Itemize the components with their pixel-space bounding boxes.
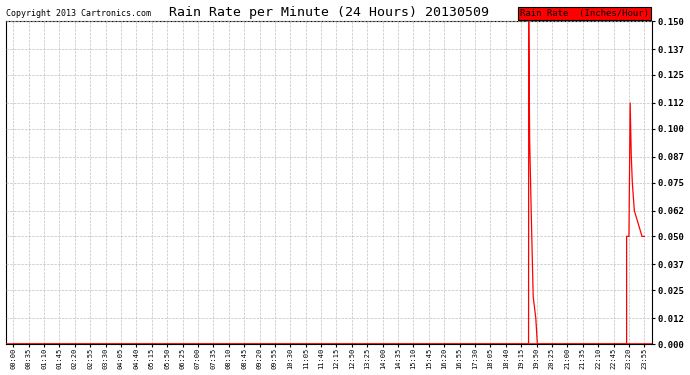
Title: Rain Rate per Minute (24 Hours) 20130509: Rain Rate per Minute (24 Hours) 20130509 (169, 6, 489, 18)
Text: Copyright 2013 Cartronics.com: Copyright 2013 Cartronics.com (6, 9, 150, 18)
Text: Rain Rate  (Inches/Hour): Rain Rate (Inches/Hour) (520, 9, 649, 18)
